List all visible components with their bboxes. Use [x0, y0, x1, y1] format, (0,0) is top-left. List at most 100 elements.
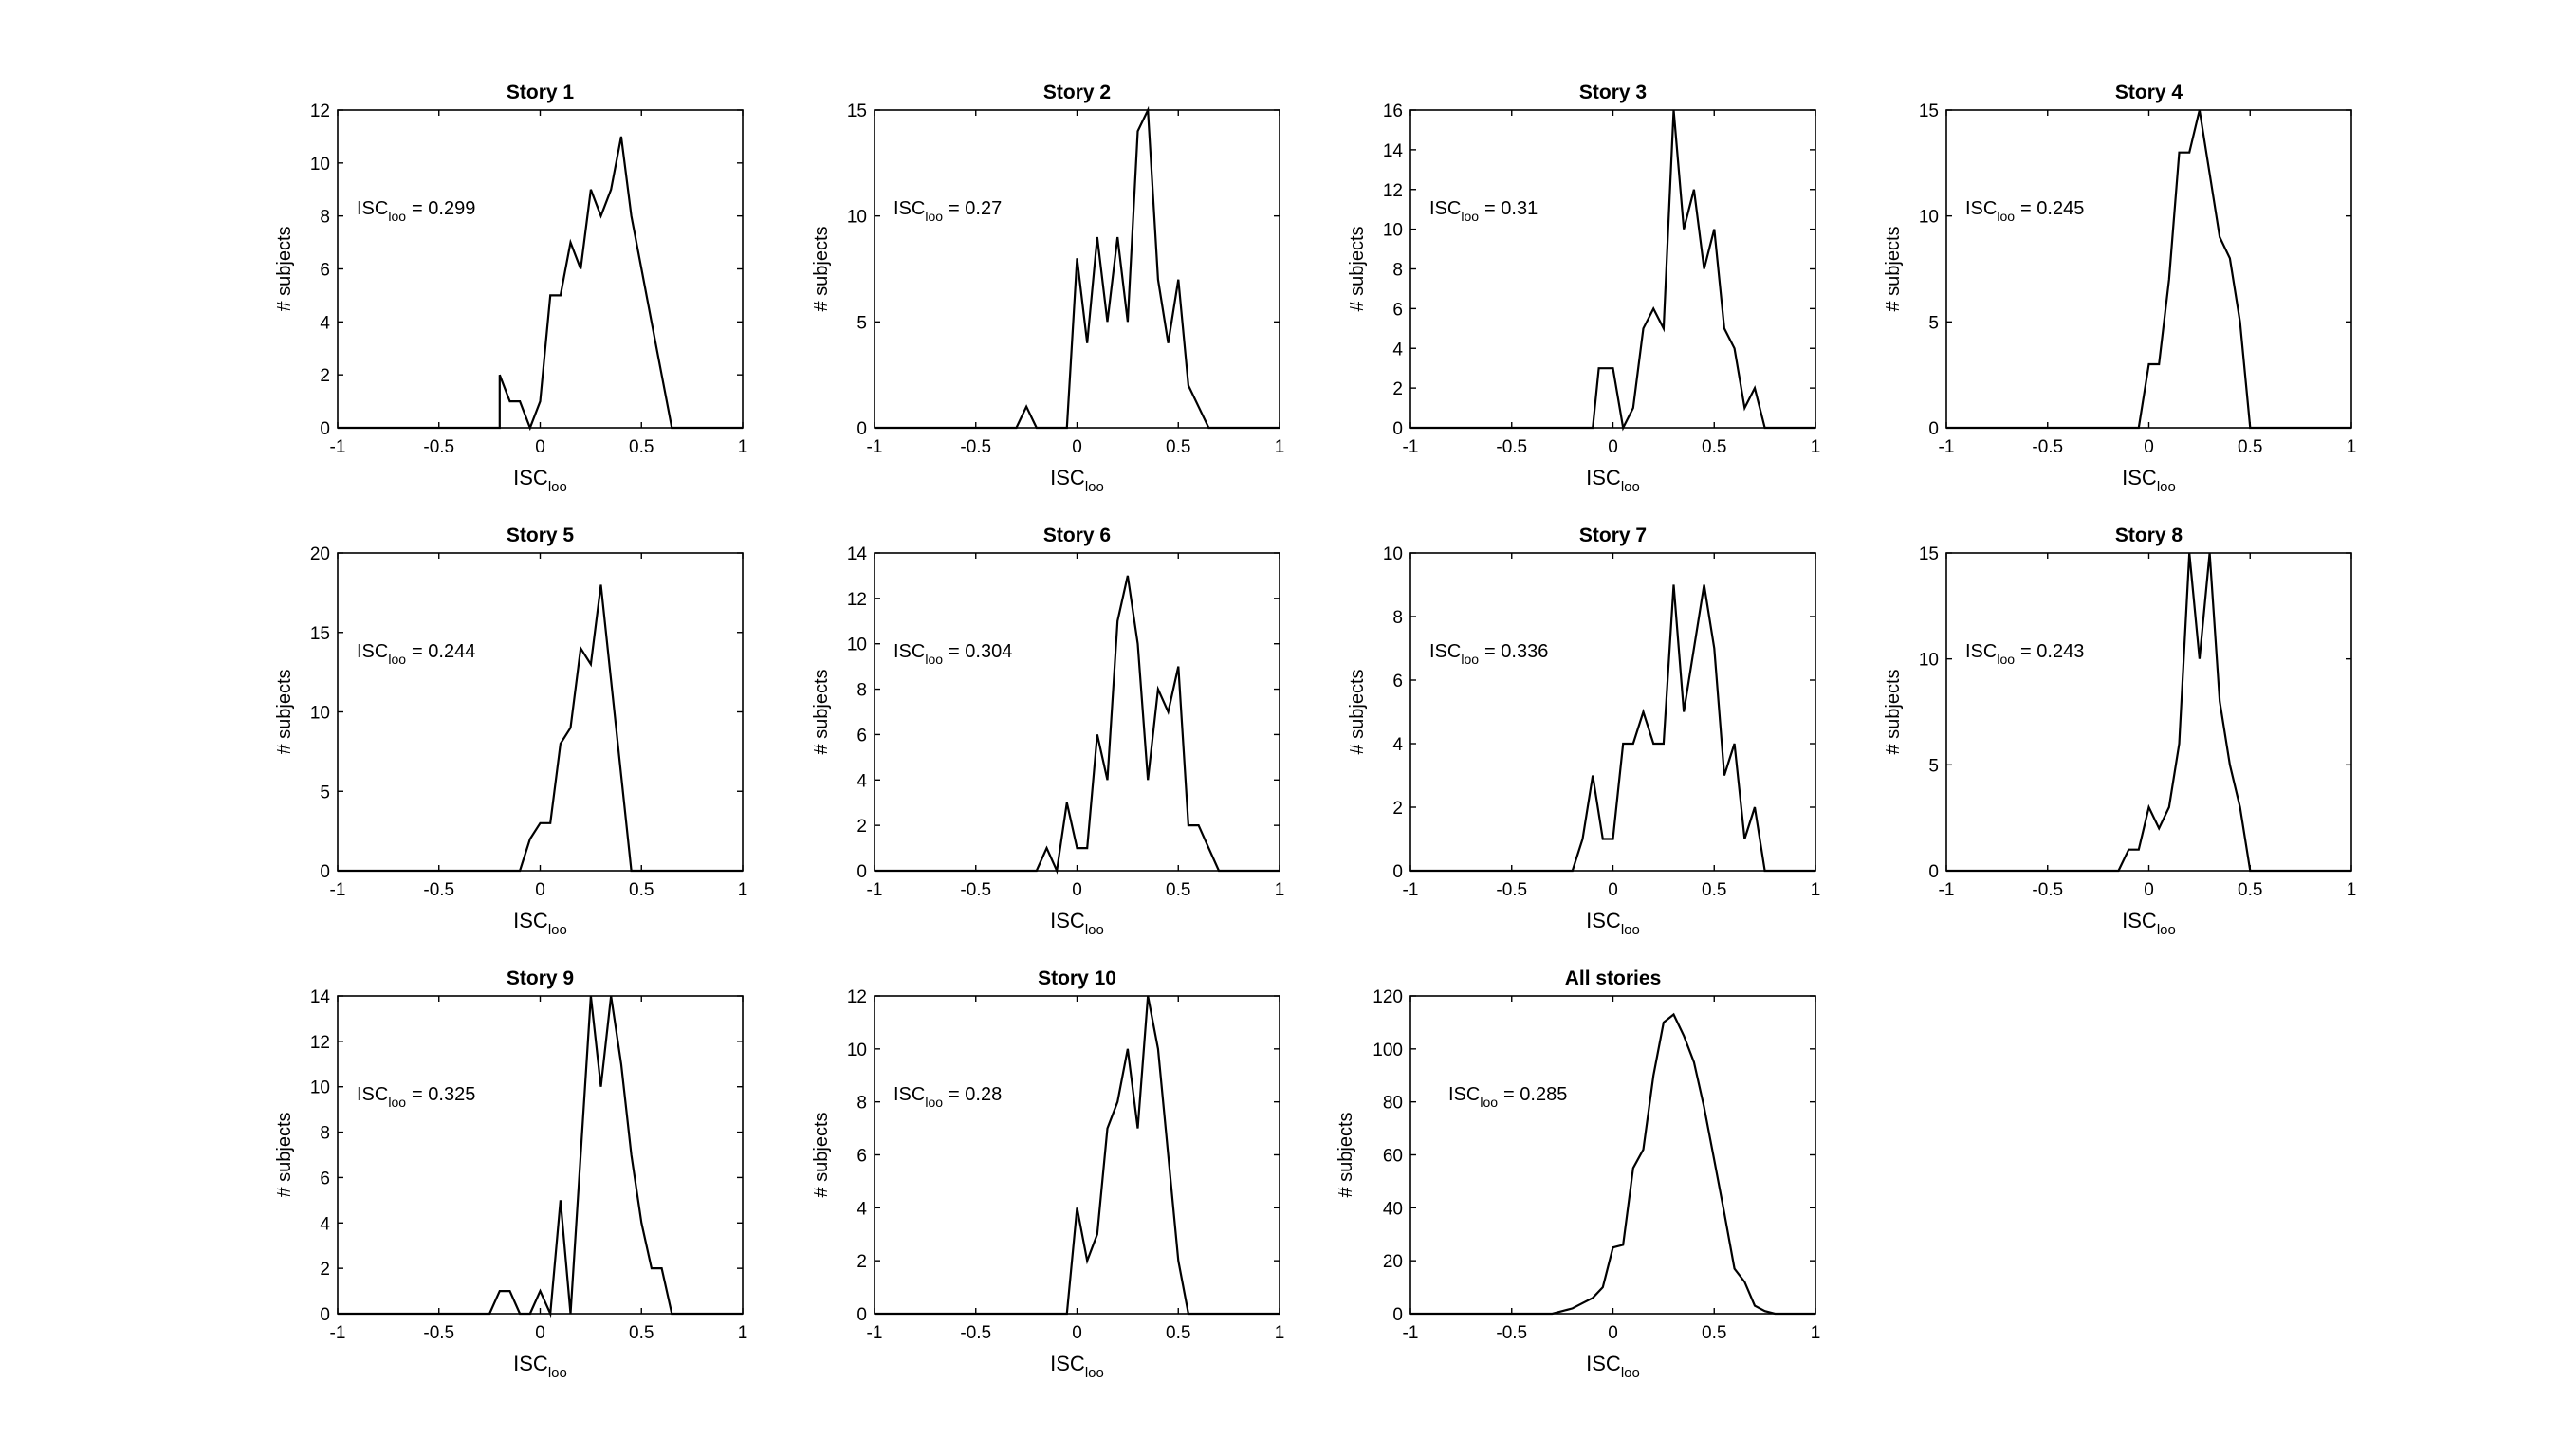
histogram-line — [1410, 584, 1815, 873]
x-axis-label: ISCloo — [1586, 1352, 1640, 1381]
x-tick-label: -1 — [1939, 437, 1955, 457]
y-tick-label: 0 — [320, 862, 330, 882]
x-tick-label: -0.5 — [960, 437, 991, 457]
subplot-2: Story 2 0 5 10 15 -1 -0.5 0 0.5 1 ISCloo # subjects… — [811, 82, 1284, 495]
isc-annotation: ISCloo = 0.31 — [1429, 198, 1538, 224]
isc-annotation: ISCloo = 0.325 — [357, 1084, 475, 1110]
y-tick-label: 5 — [1928, 756, 1939, 776]
y-tick-label: 12 — [847, 590, 867, 610]
x-tick-label: 0 — [535, 1323, 545, 1343]
y-tick-label: 15 — [1919, 101, 1939, 121]
y-tick-label: 0 — [857, 1305, 867, 1325]
y-tick-label: 8 — [857, 1094, 867, 1114]
axes-box — [337, 109, 744, 429]
y-tick-label: 10 — [847, 1041, 867, 1060]
x-tick-label: 0.5 — [629, 880, 654, 900]
plot-title: Story 4 — [2115, 82, 2183, 103]
axes-box — [1409, 995, 1816, 1315]
y-tick-label: 10 — [847, 208, 867, 228]
x-tick-label: -1 — [330, 1323, 346, 1343]
y-tick-label: 0 — [1928, 862, 1939, 882]
x-tick-label: 0.5 — [1166, 880, 1190, 900]
axes-box — [1409, 109, 1816, 429]
x-tick-label: -1 — [1403, 437, 1419, 457]
x-tick-label: 0 — [1608, 1323, 1618, 1343]
x-tick-label: -0.5 — [2032, 880, 2063, 900]
isc-annotation: ISCloo = 0.243 — [1965, 641, 2084, 667]
y-tick-label: 5 — [320, 783, 330, 802]
x-tick-label: -0.5 — [423, 880, 454, 900]
histogram-line — [875, 995, 1280, 1316]
y-tick-label: 4 — [857, 771, 867, 791]
y-tick-label: 10 — [310, 704, 330, 724]
x-tick-label: 1 — [738, 880, 748, 900]
x-axis-label: ISCloo — [513, 909, 567, 938]
y-tick-label: 4 — [857, 1199, 867, 1219]
y-axis-label: # subjects — [811, 226, 832, 311]
subplot-11: All stories 0 20 40 60 80 100 120 -1 -0.5 0 0.5 1 ISC… — [1336, 968, 1820, 1381]
x-tick-label: -1 — [1403, 880, 1419, 900]
y-tick-label: 60 — [1383, 1147, 1403, 1167]
histogram-line — [1410, 1012, 1815, 1316]
histogram-line — [1946, 552, 2351, 873]
y-tick-label: 14 — [1383, 141, 1404, 161]
x-tick-label: 0 — [535, 880, 545, 900]
plot-title: Story 2 — [1043, 82, 1111, 103]
y-tick-label: 8 — [857, 681, 867, 701]
y-axis-label: # subjects — [274, 669, 295, 754]
y-tick-label: 10 — [310, 1078, 330, 1098]
axes-box — [874, 995, 1280, 1315]
x-tick-label: 1 — [2347, 880, 2357, 900]
plot-title: Story 7 — [1579, 525, 1647, 546]
y-tick-label: 20 — [310, 544, 330, 564]
axes-box — [874, 552, 1280, 872]
y-tick-label: 12 — [310, 1033, 330, 1053]
y-tick-label: 12 — [847, 987, 867, 1007]
y-axis-label: # subjects — [1883, 226, 1904, 311]
y-axis-label: # subjects — [1883, 669, 1904, 754]
x-tick-label: 0.5 — [1702, 1323, 1726, 1343]
y-tick-label: 10 — [1383, 221, 1403, 241]
x-tick-label: 1 — [1811, 880, 1821, 900]
y-tick-label: 15 — [1919, 544, 1939, 564]
y-tick-label: 8 — [1392, 608, 1403, 628]
subplot-5: Story 5 0 5 10 15 20 -1 -0.5 0 0.5 1 ISCloo # subjec… — [274, 525, 747, 938]
x-tick-label: -1 — [867, 437, 883, 457]
x-tick-label: 1 — [1275, 1323, 1285, 1343]
plot-title: Story 8 — [2115, 525, 2183, 546]
x-tick-label: 1 — [1811, 1323, 1821, 1343]
y-tick-label: 20 — [1383, 1252, 1403, 1272]
histogram-line — [338, 584, 743, 873]
y-tick-label: 6 — [857, 1147, 867, 1167]
x-tick-label: 0.5 — [2238, 437, 2262, 457]
y-axis-label: # subjects — [811, 669, 832, 754]
isc-annotation: ISCloo = 0.304 — [894, 641, 1012, 667]
y-tick-label: 15 — [847, 101, 867, 121]
x-tick-label: -1 — [1403, 1323, 1419, 1343]
y-tick-label: 15 — [310, 624, 330, 644]
y-axis-label: # subjects — [1347, 669, 1368, 754]
x-tick-label: 0.5 — [1702, 880, 1726, 900]
subplot-10: Story 10 0 2 4 6 8 10 12 -1 -0.5 0 0.5 1 ISCloo # subj… — [811, 968, 1284, 1381]
x-tick-label: 1 — [1275, 880, 1285, 900]
y-tick-label: 40 — [1383, 1199, 1403, 1219]
x-tick-label: 0.5 — [2238, 880, 2262, 900]
x-tick-label: 0 — [535, 437, 545, 457]
subplot-3: Story 3 0 2 4 6 8 10 12 14 16 -1 -0.5 0 0.5 1 ISCloo # s… — [1347, 82, 1820, 495]
y-tick-label: 6 — [857, 726, 867, 746]
y-tick-label: 6 — [1392, 672, 1403, 691]
subplot-8: Story 8 0 5 10 15 -1 -0.5 0 0.5 1 ISCloo # subjects… — [1883, 525, 2356, 938]
y-axis-label: # subjects — [274, 1112, 295, 1197]
x-tick-label: -0.5 — [1496, 1323, 1527, 1343]
x-axis-label: ISCloo — [513, 466, 567, 495]
x-tick-label: 0 — [1608, 437, 1618, 457]
x-tick-label: -1 — [867, 1323, 883, 1343]
y-tick-label: 8 — [320, 1124, 330, 1144]
isc-annotation: ISCloo = 0.336 — [1429, 641, 1548, 667]
y-tick-label: 80 — [1383, 1094, 1403, 1114]
x-tick-label: -1 — [867, 880, 883, 900]
y-axis-label: # subjects — [811, 1112, 832, 1197]
y-tick-label: 0 — [857, 419, 867, 439]
x-tick-label: 1 — [1811, 437, 1821, 457]
